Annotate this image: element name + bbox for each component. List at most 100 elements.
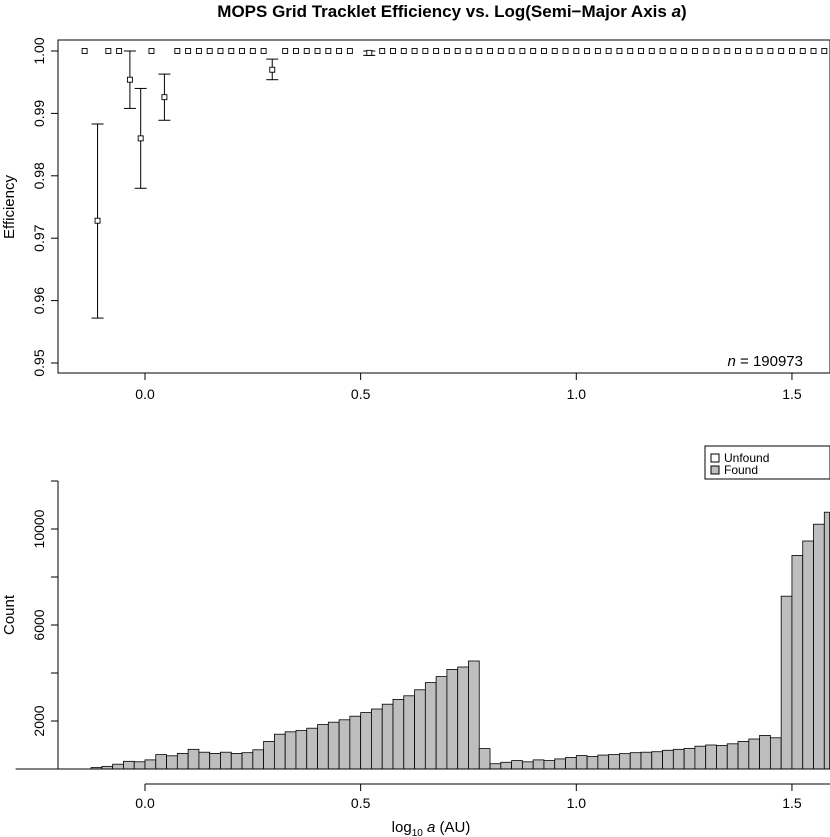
found-bar — [144, 759, 157, 770]
efficiency-plot-area — [57, 39, 830, 374]
count-x-tick-label: 0.0 — [135, 795, 155, 811]
found-bar — [748, 738, 761, 770]
found-bar — [802, 540, 814, 770]
efficiency-y-tick-label: 0.98 — [31, 162, 47, 189]
found-bar — [317, 724, 329, 770]
count-y-tick-label: 2000 — [31, 705, 47, 736]
count-x-tick-label: 1.5 — [782, 795, 802, 811]
found-bar — [327, 721, 340, 770]
efficiency-point — [691, 48, 698, 54]
efficiency-point — [670, 48, 677, 54]
efficiency-y-tick-label: 1.00 — [31, 37, 47, 64]
efficiency-point — [638, 48, 644, 54]
count-x-axis: 0.00.51.01.52.02.53.0 — [135, 783, 830, 811]
found-bar — [769, 737, 782, 770]
efficiency-point — [206, 48, 213, 54]
found-bar — [651, 751, 663, 770]
count-y-tick-label: 6000 — [31, 609, 47, 640]
efficiency-point — [346, 48, 353, 54]
found-bar — [726, 743, 739, 770]
found-bar — [209, 753, 221, 770]
efficiency-point — [161, 94, 168, 101]
legend-unfound-label: Unfound — [724, 451, 769, 465]
efficiency-point — [605, 48, 612, 54]
efficiency-point — [681, 48, 688, 54]
efficiency-y-tick-label: 0.99 — [31, 100, 47, 127]
found-bar — [263, 741, 275, 770]
found-bar — [295, 730, 308, 770]
efficiency-x-tick-label: 0.0 — [135, 386, 155, 402]
found-bar — [360, 712, 372, 770]
found-bar — [705, 744, 717, 770]
found-bar — [716, 745, 728, 770]
found-bar — [565, 757, 577, 770]
efficiency-point — [411, 48, 418, 54]
found-bar — [123, 760, 135, 770]
efficiency-point — [702, 48, 709, 54]
efficiency-point — [366, 49, 373, 56]
found-bar — [597, 754, 610, 770]
count-x-tick-label: 0.5 — [351, 795, 371, 811]
efficiency-point — [116, 48, 123, 54]
efficiency-point — [390, 48, 396, 54]
found-bar — [166, 755, 178, 770]
efficiency-point — [508, 48, 515, 54]
efficiency-chart-title: MOPS Grid Tracklet Efficiency vs. Log(Se… — [217, 2, 686, 21]
efficiency-point — [476, 48, 483, 54]
count-y-axis-label: Count — [1, 594, 18, 635]
efficiency-point — [81, 48, 88, 54]
efficiency-point — [314, 48, 321, 54]
efficiency-point — [713, 48, 720, 54]
efficiency-point — [530, 48, 537, 54]
found-bar — [435, 676, 448, 770]
found-bar — [554, 758, 566, 770]
efficiency-y-tick-label: 0.95 — [31, 349, 47, 376]
legend-found-swatch — [710, 465, 720, 475]
found-bar — [273, 733, 286, 770]
found-bar — [414, 689, 426, 770]
efficiency-y-axis: 0.95 0.96 0.97 0.98 0.99 1.00 — [31, 37, 59, 377]
found-bar — [662, 749, 674, 770]
found-bar — [403, 695, 415, 770]
found-bar — [694, 745, 707, 770]
found-bar — [780, 595, 793, 770]
found-bar — [306, 727, 318, 770]
efficiency-point — [249, 48, 256, 54]
efficiency-point — [126, 76, 133, 83]
found-bar — [737, 741, 750, 770]
found-bar — [640, 751, 653, 770]
efficiency-point — [616, 48, 623, 54]
found-bar — [252, 749, 265, 770]
efficiency-point — [778, 48, 785, 54]
efficiency-point — [454, 48, 461, 54]
efficiency-point — [756, 48, 763, 54]
found-bar — [478, 748, 491, 770]
legend-found-label: Found — [724, 463, 758, 477]
legend-box — [704, 445, 830, 480]
found-bar — [176, 753, 189, 770]
found-bar — [457, 666, 469, 770]
efficiency-point — [584, 48, 591, 54]
found-bar — [489, 763, 502, 770]
efficiency-point — [433, 48, 440, 54]
histogram-bars — [15, 511, 830, 770]
efficiency-x-tick-label: 1.5 — [782, 386, 802, 402]
found-bar — [241, 752, 254, 770]
efficiency-point — [541, 48, 547, 54]
found-bar — [155, 754, 167, 770]
count-x-tick-label: 1.0 — [567, 795, 587, 811]
efficiency-x-axis: 0.00.51.01.52.02.53.0 — [135, 372, 830, 402]
efficiency-point — [810, 48, 817, 54]
efficiency-point — [336, 48, 343, 54]
found-bar — [813, 523, 825, 770]
efficiency-point — [745, 48, 752, 54]
found-bar — [133, 761, 146, 770]
efficiency-point — [594, 48, 601, 54]
found-bar — [284, 731, 297, 770]
efficiency-y-axis-label: Efficiency — [1, 175, 18, 239]
found-bar — [619, 753, 631, 770]
found-bar — [230, 753, 243, 770]
efficiency-point — [379, 48, 386, 54]
found-bar — [500, 761, 513, 770]
efficiency-point — [465, 48, 472, 54]
